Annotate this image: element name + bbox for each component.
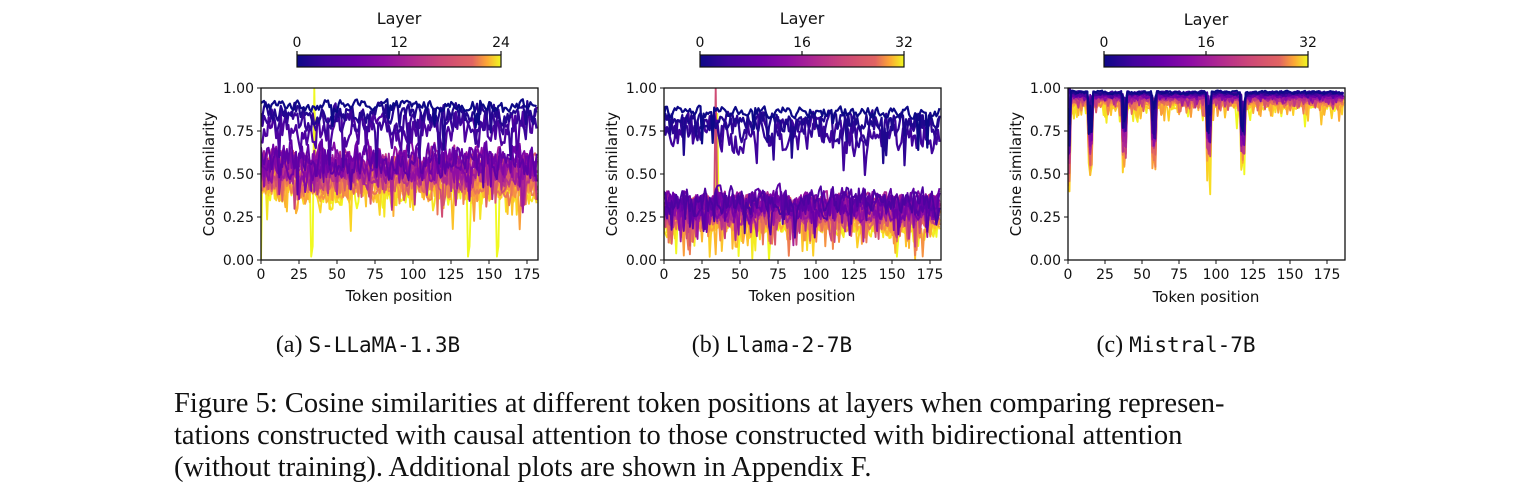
x-tick-label: 50 <box>1133 267 1151 283</box>
y-tick-label: 0.00 <box>223 253 254 269</box>
y-tick-label: 0.50 <box>1030 167 1061 183</box>
series-line-layer-1 <box>1068 89 1344 135</box>
x-tick-label: 50 <box>328 267 346 283</box>
x-axis: 0 25 50 75 100 125 150 175 Token positio… <box>257 260 541 305</box>
series-line-layer-5 <box>261 138 538 196</box>
x-tick-label: 75 <box>769 267 787 283</box>
y-tick-label: 0.25 <box>1030 210 1061 226</box>
colorbar-tick: 24 <box>492 35 510 51</box>
colorbar-gradient <box>699 54 905 68</box>
series-line-layer-2 <box>261 100 538 151</box>
caption-line-1: Cosine similarities at different token p… <box>284 388 1225 419</box>
y-tick-label: 0.50 <box>223 167 254 183</box>
colorbar-gradient <box>296 54 502 68</box>
x-tick-label: 150 <box>1277 267 1304 283</box>
x-tick-label: 75 <box>366 267 384 283</box>
y-tick-label: 0.00 <box>1030 253 1061 269</box>
subcaption: (a) S-LLaMA-1.3B <box>276 332 460 358</box>
y-tick-label: 0.50 <box>626 167 657 183</box>
x-tick-label: 0 <box>660 267 669 283</box>
x-tick-label: 100 <box>803 267 830 283</box>
panel-c: Layer 0 16 32 0.00 0.25 0.50 0.75 1.00 C… <box>1007 10 1346 358</box>
series-line-layer-4 <box>261 106 538 168</box>
figure-caption: Figure 5: Cosine similarities at differe… <box>174 388 1374 484</box>
subcaption: (c) Mistral-7B <box>1096 332 1255 358</box>
x-tick-label: 0 <box>257 267 266 283</box>
plot-lines <box>261 88 538 260</box>
x-tick-label: 125 <box>438 267 465 283</box>
colorbar-tick: 32 <box>1299 35 1317 51</box>
y-axis-label: Cosine similarity <box>1007 112 1025 236</box>
colorbar: 0 16 32 <box>696 35 913 68</box>
x-tick-label: 25 <box>290 267 308 283</box>
y-tick-label: 0.75 <box>1030 124 1061 140</box>
x-axis-label: Token position <box>748 287 856 305</box>
x-tick-label: 100 <box>400 267 427 283</box>
y-tick-label: 0.75 <box>626 124 657 140</box>
colorbar-tick: 0 <box>696 35 705 51</box>
x-tick-label: 50 <box>731 267 749 283</box>
x-tick-label: 175 <box>1314 267 1341 283</box>
series-line-layer-5 <box>664 185 941 239</box>
x-tick-label: 25 <box>1096 267 1114 283</box>
x-axis-label: Token position <box>1152 288 1260 306</box>
colorbar-tick: 32 <box>895 35 913 51</box>
x-tick-label: 100 <box>1203 267 1230 283</box>
subcaption: (b) Llama-2-7B <box>692 332 852 358</box>
x-tick-label: 175 <box>917 267 944 283</box>
y-tick-label: 1.00 <box>1030 81 1061 97</box>
colorbar: 0 12 24 <box>293 35 510 68</box>
colorbar-tick: 16 <box>1197 35 1215 51</box>
x-tick-label: 25 <box>693 267 711 283</box>
y-tick-label: 0.00 <box>626 253 657 269</box>
colorbar-tick: 16 <box>793 35 811 51</box>
y-tick-label: 0.25 <box>223 210 254 226</box>
panel-b: Layer 0 16 32 0.00 0.25 0.50 0.75 1.00 C… <box>603 9 943 358</box>
series-line-layer-1 <box>261 98 537 129</box>
y-tick-label: 1.00 <box>223 81 254 97</box>
y-tick-label: 0.25 <box>626 210 657 226</box>
y-tick-label: 0.75 <box>223 124 254 140</box>
colorbar-label: Layer <box>377 9 422 28</box>
figure-number: Figure 5: <box>174 388 278 419</box>
colorbar-tick: 12 <box>390 35 408 51</box>
plot-lines <box>664 88 941 260</box>
x-tick-label: 175 <box>514 267 541 283</box>
colorbar: 0 16 32 <box>1100 35 1317 68</box>
x-tick-label: 125 <box>1240 267 1267 283</box>
x-tick-label: 0 <box>1064 267 1073 283</box>
y-axis: 0.00 0.25 0.50 0.75 1.00 Cosine similari… <box>1007 81 1068 269</box>
caption-line-3: (without training). Additional plots are… <box>174 452 872 483</box>
colorbar-label: Layer <box>780 9 825 28</box>
colorbar-tick: 0 <box>293 35 302 51</box>
colorbar-tick: 0 <box>1100 35 1109 51</box>
colorbar-label: Layer <box>1184 10 1229 29</box>
y-axis: 0.00 0.25 0.50 0.75 1.00 Cosine similari… <box>200 81 261 269</box>
x-tick-label: 150 <box>476 267 503 283</box>
x-axis-label: Token position <box>345 287 453 305</box>
colorbar-gradient <box>1103 54 1309 68</box>
y-axis-label: Cosine similarity <box>603 112 621 236</box>
plot-lines <box>1068 88 1345 196</box>
series-line-layer-1 <box>664 104 941 151</box>
panel-a: Layer 0 12 24 0.00 0.25 0.50 0.75 1.00 C… <box>200 9 540 358</box>
x-axis: 0 25 50 75 100 125 150 175 Token positio… <box>1064 260 1341 306</box>
caption-line-2: tations constructed with causal attentio… <box>174 420 1183 451</box>
x-tick-label: 150 <box>879 267 906 283</box>
x-tick-label: 125 <box>841 267 868 283</box>
x-axis: 0 25 50 75 100 125 150 175 Token positio… <box>660 260 944 305</box>
series-line-layer-2 <box>664 109 941 165</box>
x-tick-label: 75 <box>1170 267 1188 283</box>
y-axis-label: Cosine similarity <box>200 112 218 236</box>
y-axis: 0.00 0.25 0.50 0.75 1.00 Cosine similari… <box>603 81 664 269</box>
y-tick-label: 1.00 <box>626 81 657 97</box>
